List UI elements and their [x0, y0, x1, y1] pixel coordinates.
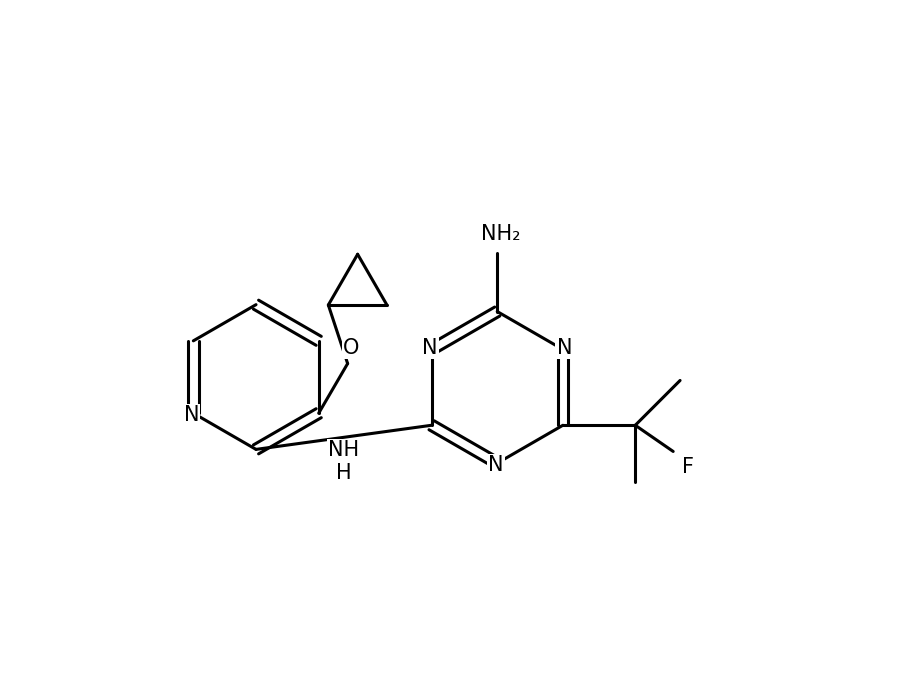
Text: N: N — [422, 338, 438, 358]
Text: NH₂: NH₂ — [481, 224, 521, 244]
Text: N: N — [489, 455, 504, 475]
Text: N: N — [557, 338, 572, 358]
Text: O: O — [343, 338, 359, 358]
Text: N: N — [183, 405, 199, 425]
Text: NH
H: NH H — [329, 440, 359, 483]
Text: F: F — [682, 457, 694, 477]
